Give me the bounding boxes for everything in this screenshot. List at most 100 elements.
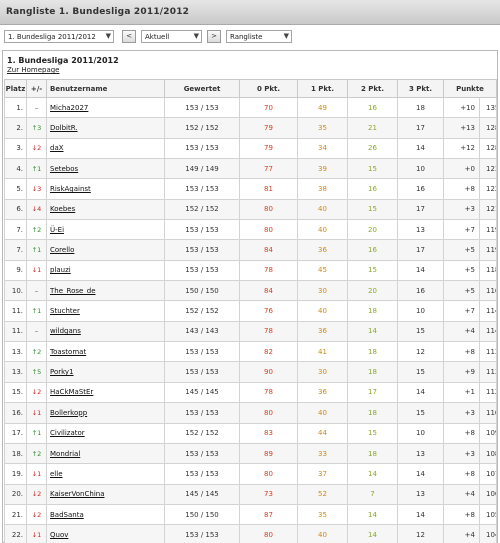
col-0-points[interactable]: 0 Pkt.: [239, 79, 298, 98]
rank-cell: 5.: [4, 178, 27, 200]
username-link[interactable]: Setebos: [46, 158, 165, 180]
username-link[interactable]: plauzi: [46, 259, 165, 282]
points-diff-cell: +3: [443, 198, 480, 221]
two-points-cell: 20: [347, 219, 398, 241]
zero-points-cell: 87: [239, 503, 298, 526]
zero-points-cell: 84: [239, 239, 298, 261]
username-link[interactable]: DolbitR.: [46, 117, 165, 139]
total-points-cell: 118: [478, 259, 498, 282]
one-point-cell: 39: [297, 158, 348, 180]
trend-cell: ↑1: [26, 422, 47, 444]
total-points-cell: 128: [478, 137, 498, 160]
username-link[interactable]: Mondrial: [46, 442, 165, 465]
trend-cell: ↓2: [26, 483, 47, 505]
total-points-cell: 113: [478, 361, 498, 383]
col-username[interactable]: Benutzername: [46, 79, 165, 98]
rank-cell: 13.: [4, 361, 27, 383]
next-button[interactable]: >: [207, 30, 221, 43]
view-select[interactable]: Rangliste ▼: [226, 30, 292, 43]
total-points-cell: 109: [478, 422, 498, 444]
zero-points-cell: 80: [239, 402, 298, 424]
chevron-down-icon: ▼: [105, 32, 111, 40]
one-point-cell: 45: [297, 259, 348, 282]
username-link[interactable]: Civilizator: [46, 422, 165, 444]
gewertet-cell: 153 / 153: [164, 96, 240, 119]
homepage-link[interactable]: Zur Homepage: [7, 66, 60, 74]
points-diff-cell: +4: [443, 320, 480, 343]
one-point-cell: 44: [297, 422, 348, 444]
total-points-cell: 106: [478, 483, 498, 505]
username-link[interactable]: Corello: [46, 239, 165, 261]
rank-cell: 3.: [4, 137, 27, 160]
username-link[interactable]: Ü-Ei: [46, 219, 165, 241]
rank-cell: 7.: [4, 239, 27, 261]
username-link[interactable]: Bollerkopp: [46, 402, 165, 424]
two-points-cell: 16: [347, 178, 398, 200]
one-point-cell: 40: [297, 402, 348, 424]
username-link[interactable]: Toastomat: [46, 341, 165, 363]
total-points-cell: 128: [478, 117, 498, 139]
rank-cell: 20.: [4, 483, 27, 505]
one-point-cell: 30: [297, 280, 348, 302]
points-diff-cell: +0: [443, 158, 480, 180]
username-link[interactable]: The_Rose_de: [46, 280, 165, 302]
trend-cell: ↑3: [26, 117, 47, 139]
three-points-cell: 14: [397, 137, 444, 160]
period-select-value: Aktuell: [145, 33, 170, 41]
username-link[interactable]: BadSanta: [46, 503, 165, 526]
username-link[interactable]: Stuchter: [46, 300, 165, 322]
two-points-cell: 21: [347, 117, 398, 139]
col-1-point[interactable]: 1 Pkt.: [297, 79, 348, 98]
view-select-value: Rangliste: [230, 33, 263, 41]
two-points-cell: 18: [347, 361, 398, 383]
gewertet-cell: 150 / 150: [164, 503, 240, 526]
col-gewertet[interactable]: Gewertet: [164, 79, 240, 98]
three-points-cell: 10: [397, 158, 444, 180]
previous-button[interactable]: <: [122, 30, 136, 43]
three-points-cell: 10: [397, 422, 444, 444]
zero-points-cell: 84: [239, 280, 298, 302]
points-diff-cell: +4: [443, 524, 480, 543]
three-points-cell: 15: [397, 402, 444, 424]
total-points-cell: 123: [478, 158, 498, 180]
username-link[interactable]: Koebes: [46, 198, 165, 221]
period-select[interactable]: Aktuell ▼: [141, 30, 202, 43]
total-points-cell: 121: [478, 198, 498, 221]
username-link[interactable]: daX: [46, 137, 165, 160]
three-points-cell: 14: [397, 463, 444, 485]
zero-points-cell: 79: [239, 117, 298, 139]
username-link[interactable]: wildgans: [46, 320, 165, 343]
username-link[interactable]: elle: [46, 463, 165, 485]
gewertet-cell: 153 / 153: [164, 341, 240, 363]
gewertet-cell: 153 / 153: [164, 442, 240, 465]
col-platz[interactable]: Platz: [4, 79, 27, 98]
zero-points-cell: 80: [239, 524, 298, 543]
username-link[interactable]: Quov: [46, 524, 165, 543]
one-point-cell: 36: [297, 381, 348, 404]
rank-cell: 11.: [4, 300, 27, 322]
col-2-points[interactable]: 2 Pkt.: [347, 79, 398, 98]
username-link[interactable]: Porky1: [46, 361, 165, 383]
trend-cell: ↓1: [26, 524, 47, 543]
one-point-cell: 40: [297, 219, 348, 241]
ranking-table: Platz +/- Benutzername Gewertet 0 Pkt. 1…: [4, 79, 498, 543]
username-link[interactable]: HaCkMaStEr: [46, 381, 165, 404]
gewertet-cell: 153 / 153: [164, 463, 240, 485]
one-point-cell: 37: [297, 463, 348, 485]
league-select[interactable]: 1. Bundesliga 2011/2012 ▼: [4, 30, 114, 43]
username-link[interactable]: Micha2027: [46, 96, 165, 119]
col-3-points[interactable]: 3 Pkt.: [397, 79, 444, 98]
trend-cell: ↑2: [26, 341, 47, 363]
username-link[interactable]: RiskAgainst: [46, 178, 165, 200]
username-link[interactable]: KaiserVonChina: [46, 483, 165, 505]
col-trend[interactable]: +/-: [26, 79, 47, 98]
trend-cell: ↑1: [26, 158, 47, 180]
gewertet-cell: 153 / 153: [164, 219, 240, 241]
three-points-cell: 13: [397, 219, 444, 241]
col-punkte[interactable]: Punkte: [442, 79, 498, 98]
rank-cell: 19.: [4, 463, 27, 485]
